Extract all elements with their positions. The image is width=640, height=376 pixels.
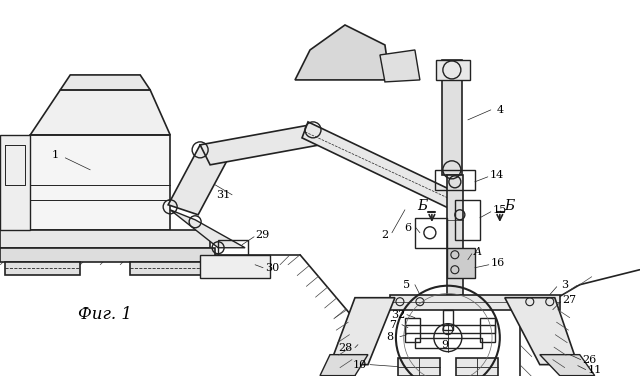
Text: 32: 32	[391, 310, 405, 320]
Polygon shape	[5, 262, 80, 275]
Text: 4: 4	[496, 105, 504, 115]
Text: 15: 15	[493, 205, 507, 215]
Text: A: A	[474, 247, 482, 257]
Polygon shape	[330, 298, 395, 365]
Polygon shape	[302, 122, 455, 208]
Polygon shape	[60, 75, 150, 90]
Text: 11: 11	[588, 365, 602, 374]
Text: 7: 7	[389, 320, 396, 330]
Text: 1: 1	[52, 150, 59, 160]
Polygon shape	[540, 355, 595, 376]
Polygon shape	[200, 125, 320, 165]
Text: 10: 10	[353, 359, 367, 370]
Polygon shape	[1, 135, 30, 230]
Polygon shape	[380, 50, 420, 82]
Text: 14: 14	[490, 170, 504, 180]
Text: 9: 9	[442, 340, 449, 350]
Polygon shape	[436, 60, 470, 80]
Text: Б: Б	[505, 199, 515, 213]
Polygon shape	[170, 210, 245, 248]
Polygon shape	[30, 90, 170, 135]
Text: 30: 30	[265, 263, 279, 273]
Text: 3: 3	[561, 280, 568, 290]
Polygon shape	[505, 298, 578, 365]
Text: 6: 6	[404, 223, 412, 233]
Text: 28: 28	[338, 343, 352, 353]
Polygon shape	[447, 248, 475, 278]
Polygon shape	[1, 248, 215, 262]
Text: 27: 27	[563, 295, 577, 305]
Polygon shape	[447, 175, 463, 295]
Polygon shape	[442, 60, 462, 175]
Polygon shape	[130, 262, 210, 275]
Text: 29: 29	[255, 230, 269, 240]
Polygon shape	[320, 355, 368, 376]
Text: 8: 8	[387, 332, 394, 342]
Polygon shape	[168, 145, 230, 215]
Polygon shape	[295, 25, 390, 80]
Polygon shape	[390, 295, 560, 310]
Polygon shape	[30, 135, 170, 230]
Text: 26: 26	[582, 355, 597, 365]
Text: 31: 31	[216, 190, 230, 200]
Polygon shape	[1, 230, 210, 248]
Polygon shape	[200, 255, 270, 278]
Text: Фиг. 1: Фиг. 1	[78, 306, 132, 323]
Text: 16: 16	[491, 258, 505, 268]
Text: 5: 5	[403, 280, 410, 290]
Text: 2: 2	[381, 230, 388, 240]
Text: Б: Б	[417, 199, 427, 213]
Polygon shape	[456, 358, 498, 376]
Polygon shape	[398, 358, 440, 376]
